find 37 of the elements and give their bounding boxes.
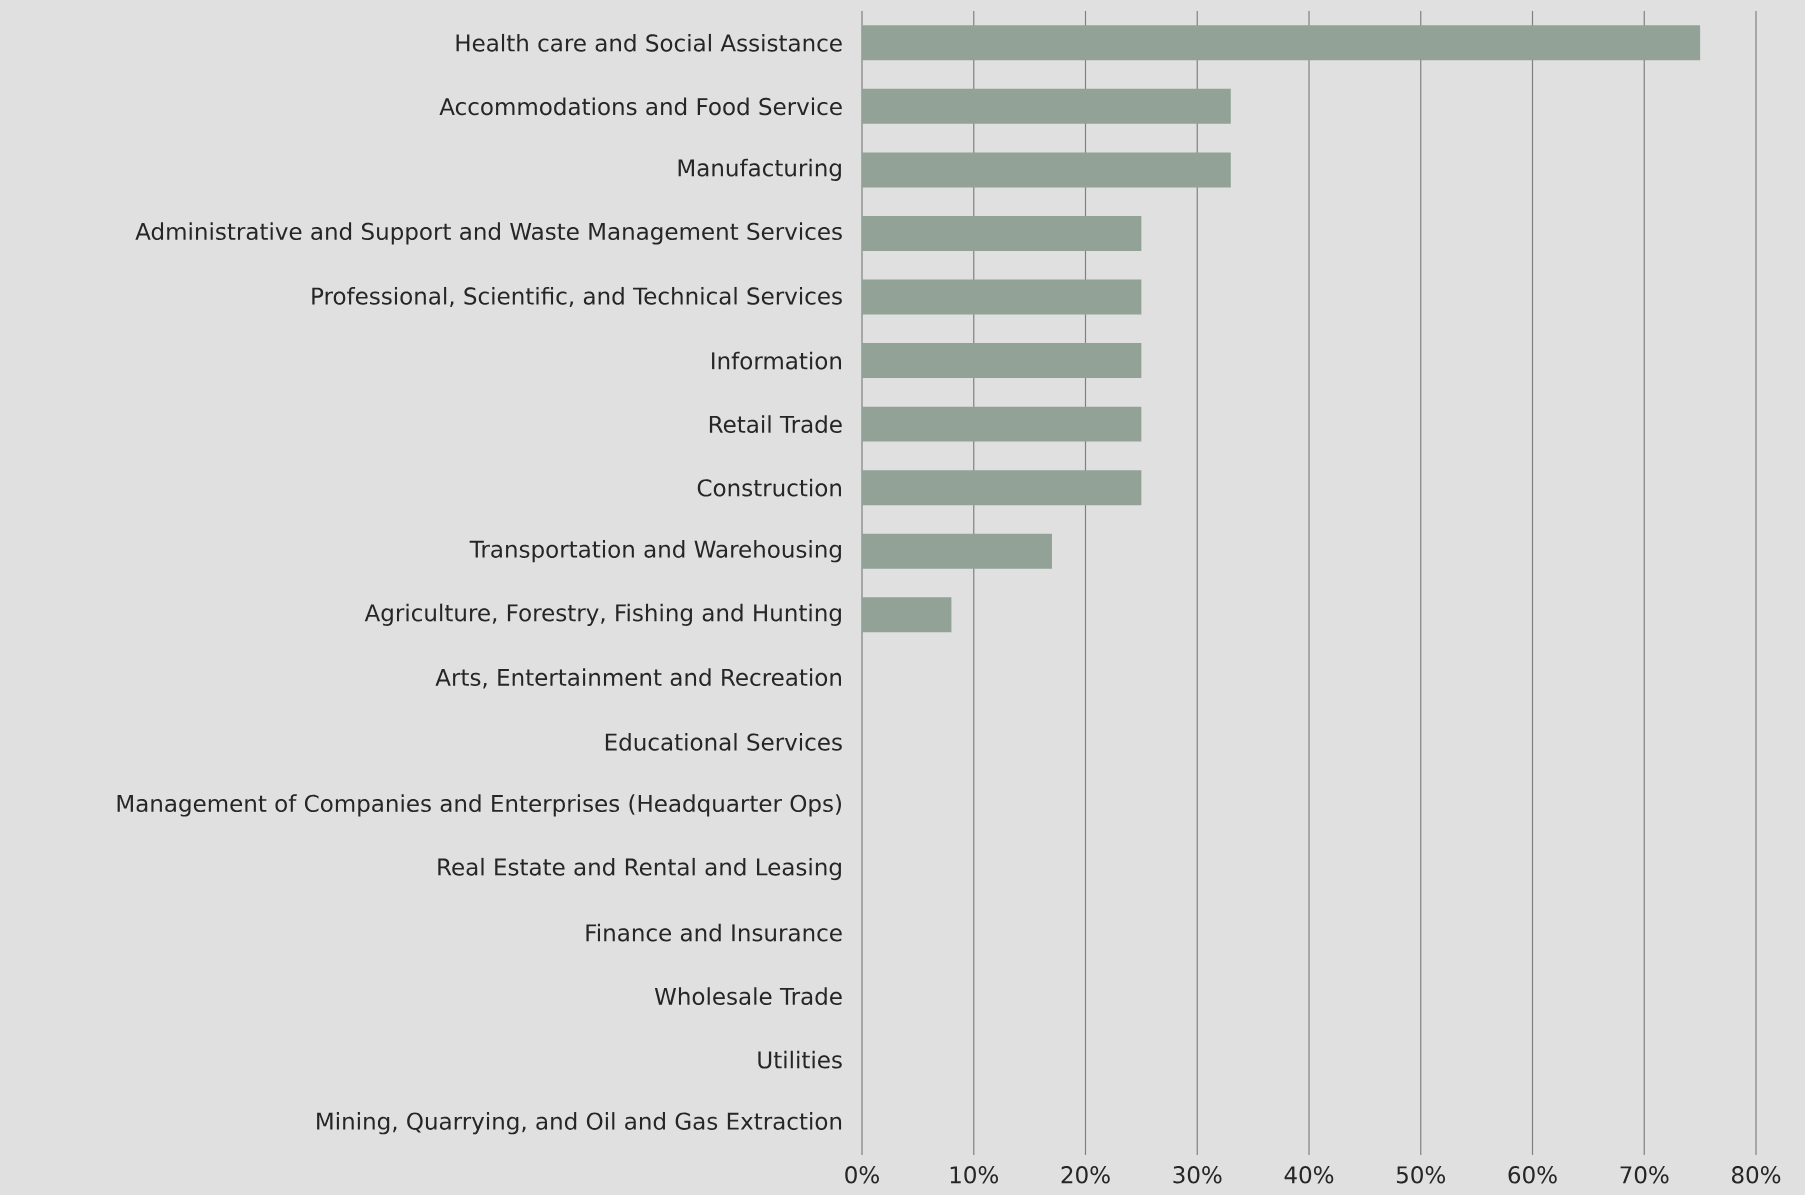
y-tick-label: Manufacturing (678, 158, 841, 182)
bar (862, 533, 1052, 569)
x-tick-label: 30% (1173, 1166, 1222, 1184)
x-tick-label: 50% (1396, 1166, 1446, 1184)
y-tick-label: Accommodations and Food Service (439, 97, 842, 116)
x-tick-label: 0% (845, 1166, 879, 1184)
y-tick-label: Finance and Insurance (586, 923, 842, 942)
bar (862, 152, 1231, 188)
bar (862, 470, 1142, 506)
y-tick-label: Wholesale Trade (654, 987, 842, 1006)
y-tick-label: Administrative and Support and Waste Management Services (135, 222, 842, 245)
y-tick-label: Information (712, 351, 841, 370)
y-tick-label: Real Estate and Rental and Leasing (438, 857, 841, 881)
bar (862, 279, 1142, 315)
y-tick-label: Management of Companies and Enterprises (Headquarter Ops) (117, 794, 841, 817)
y-tick-label: Construction (697, 478, 841, 497)
x-tick-label: 60% (1508, 1166, 1557, 1184)
bar (862, 88, 1231, 124)
y-tick-label: Agriculture, Forestry, Fishing and Hunting (364, 603, 841, 626)
y-tick-label: Educational Services (605, 733, 842, 751)
y-tick-label: Arts, Entertainment and Recreation (435, 668, 841, 689)
x-tick-label: 70% (1620, 1166, 1669, 1184)
x-tick-label: 80% (1732, 1166, 1781, 1184)
x-tick-label: 10% (950, 1166, 999, 1184)
y-tick-label: Utilities (758, 1050, 842, 1069)
bar (862, 597, 952, 633)
y-tick-label: Health care and Social Assistance (456, 33, 842, 52)
y-tick-label: Mining, Quarrying, and Oil and Gas Extraction (317, 1112, 842, 1135)
y-tick-label: Transportation and Warehousing (469, 540, 841, 563)
y-tick-label: Professional, Scientific, and Technical Services (312, 286, 842, 308)
x-tick-label: 40% (1284, 1166, 1334, 1184)
y-tick-label: Retail Trade (709, 415, 842, 434)
bar (862, 406, 1142, 442)
bar (862, 25, 1701, 61)
x-tick-label: 20% (1061, 1166, 1110, 1184)
bar (862, 215, 1142, 251)
bar (862, 343, 1142, 379)
